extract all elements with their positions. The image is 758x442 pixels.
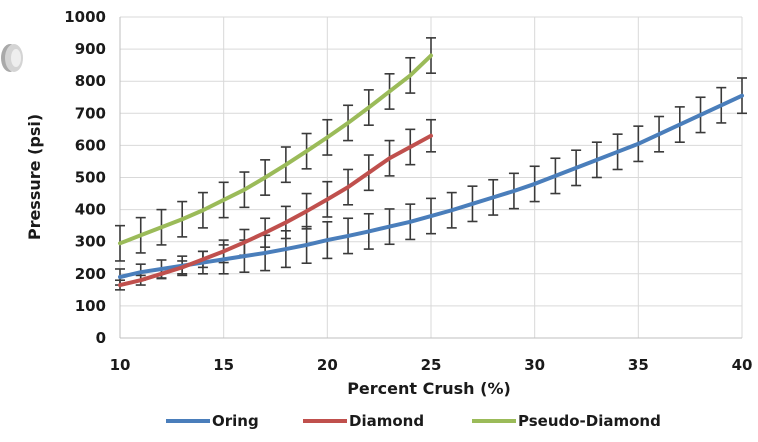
y-tick-label: 700 (75, 104, 106, 122)
x-tick-label: 25 (421, 356, 442, 374)
legend-item-oring: Oring (166, 412, 259, 430)
series-line-oring (118, 93, 744, 280)
x-tick-label: 20 (317, 356, 338, 374)
x-tick-label: 35 (628, 356, 649, 374)
legend-item-diamond: Diamond (303, 412, 424, 430)
y-tick-label: 400 (75, 201, 106, 219)
x-axis-title: Percent Crush (%) (347, 379, 511, 398)
y-tick-label: 1000 (64, 8, 106, 26)
x-tick-label: 15 (213, 356, 234, 374)
x-tick-label: 40 (732, 356, 753, 374)
legend-label: Diamond (349, 412, 424, 430)
y-tick-label: 0 (96, 329, 106, 347)
x-tick-label: 30 (524, 356, 545, 374)
legend: Oring Diamond Pseudo-Diamond (166, 412, 661, 430)
decorative-cylinder-icon (1, 44, 23, 72)
y-tick-label: 900 (75, 40, 106, 58)
y-tick-label: 600 (75, 136, 106, 154)
x-tick-label: 10 (110, 356, 131, 374)
series-line-diamond (118, 133, 433, 288)
y-axis-title: Pressure (psi) (25, 114, 44, 240)
tick-labels: 0 100 200 300 400 500 600 700 800 900 1000 10 15 20 25… (64, 8, 752, 374)
legend-label: Oring (212, 412, 259, 430)
series-lines (118, 53, 744, 288)
series-line-pseudo-diamond (118, 53, 433, 246)
y-tick-label: 100 (75, 297, 106, 315)
y-tick-label: 800 (75, 72, 106, 90)
y-tick-label: 300 (75, 233, 106, 251)
legend-item-pseudo-diamond: Pseudo-Diamond (472, 412, 661, 430)
legend-label: Pseudo-Diamond (518, 412, 661, 430)
y-tick-label: 500 (75, 169, 106, 187)
y-tick-label: 200 (75, 265, 106, 283)
